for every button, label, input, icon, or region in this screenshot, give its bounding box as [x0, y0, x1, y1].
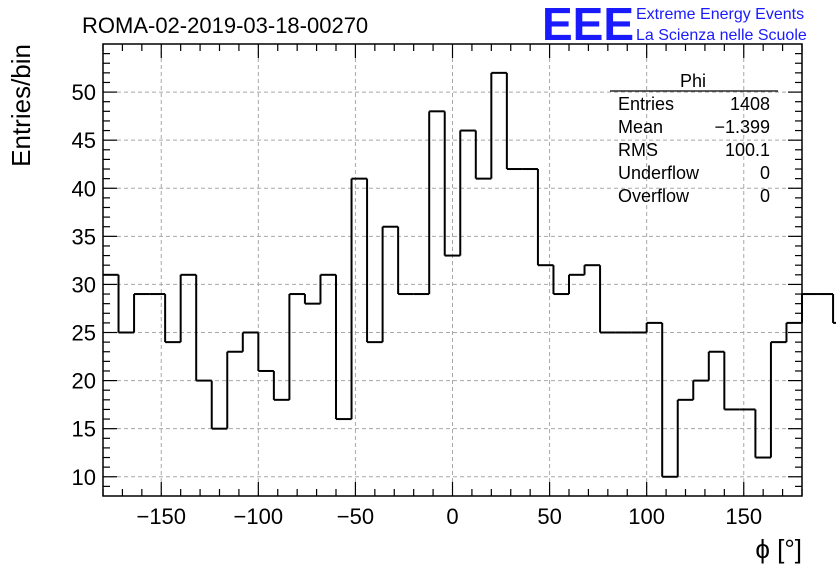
eee-logo-mark: EEE	[542, 0, 634, 50]
y-tick-label: 50	[72, 80, 96, 105]
x-tick-label: −150	[136, 504, 186, 529]
eee-logo-line2: La Scienza nelle Scuole	[636, 27, 807, 44]
x-axis-label: ϕ [°]	[755, 534, 802, 564]
stats-value: 0	[760, 163, 770, 183]
stats-label: Mean	[618, 117, 663, 137]
x-tick-labels: −150 −100 −50 0 50 100 150	[136, 504, 762, 529]
axis-ticks	[102, 44, 803, 496]
stats-value: 1408	[730, 94, 770, 114]
stats-value: 100.1	[725, 140, 770, 160]
stats-label: Entries	[618, 94, 674, 114]
grid-lines	[103, 44, 802, 496]
eee-logo: EEE Extreme Energy Events La Scienza nel…	[542, 0, 807, 50]
stats-label: Overflow	[618, 186, 690, 206]
x-tick-label: 0	[446, 504, 458, 529]
stats-box: Phi Entries 1408 Mean −1.399 RMS 100.1 Underfl…	[610, 71, 778, 206]
x-tick-label: −100	[234, 504, 284, 529]
stats-title: Phi	[680, 71, 706, 91]
stats-value: 0	[760, 186, 770, 206]
y-axis-label: Entries/bin	[6, 44, 36, 167]
plot-frame	[102, 43, 803, 497]
stats-label: Underflow	[618, 163, 700, 183]
x-tick-label: −50	[337, 504, 374, 529]
eee-logo-line1: Extreme Energy Events	[636, 6, 804, 23]
stats-label: RMS	[618, 140, 658, 160]
histogram-bins	[103, 71, 836, 478]
x-tick-label: 150	[725, 504, 762, 529]
y-tick-label: 35	[72, 224, 96, 249]
y-tick-label: 10	[72, 465, 96, 490]
stats-value: −1.399	[714, 117, 770, 137]
y-tick-label: 20	[72, 369, 96, 394]
x-tick-label: 50	[537, 504, 561, 529]
y-tick-label: 30	[72, 272, 96, 297]
y-tick-labels: 10 15 20 25 30 35 40 45 50	[72, 80, 96, 490]
chart-title: ROMA-02-2019-03-18-00270	[82, 13, 368, 38]
x-tick-label: 100	[628, 504, 665, 529]
y-tick-label: 15	[72, 417, 96, 442]
y-tick-label: 25	[72, 321, 96, 346]
y-tick-label: 40	[72, 176, 96, 201]
y-tick-label: 45	[72, 128, 96, 153]
